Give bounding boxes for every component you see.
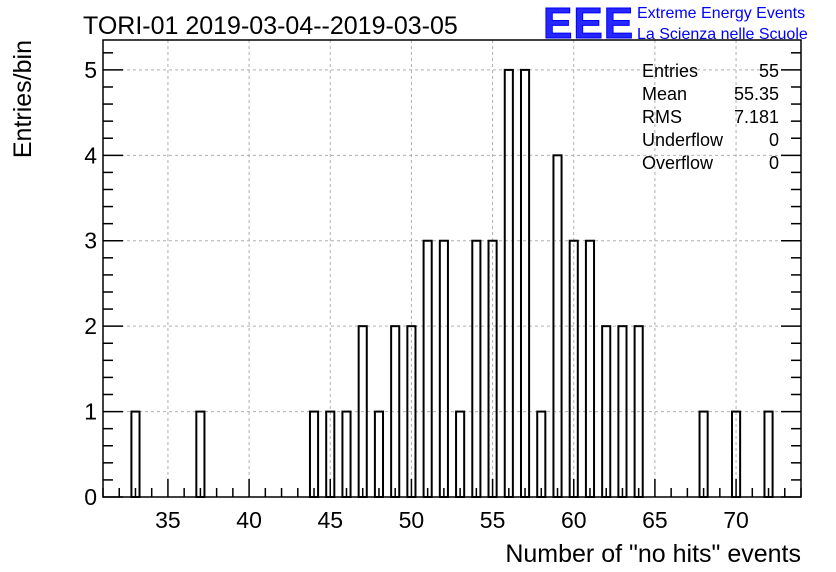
stats-label: Mean (642, 84, 687, 104)
x-tick-label: 55 (480, 507, 506, 533)
y-tick-labels: 0 1 2 3 4 5 (84, 57, 97, 510)
eee-logo-line1: Extreme Energy Events (637, 5, 805, 22)
stats-label: Underflow (642, 130, 724, 150)
x-tick-label: 35 (155, 507, 181, 533)
x-tick-label: 70 (723, 507, 749, 533)
y-tick-label: 5 (84, 57, 97, 83)
stats-value: 0 (769, 130, 779, 150)
stats-label: Overflow (642, 153, 714, 173)
x-tick-labels: 35 40 45 50 55 60 65 70 (155, 507, 749, 533)
x-axis-label: Number of "no hits" events (505, 540, 801, 568)
stats-value: 55 (759, 61, 779, 81)
x-tick-label: 60 (561, 507, 587, 533)
axis-ticks (102, 52, 802, 498)
x-tick-label: 45 (317, 507, 343, 533)
y-tick-label: 2 (84, 313, 97, 339)
stats-value: 55.35 (734, 84, 779, 104)
stats-value: 0 (769, 153, 779, 173)
x-tick-label: 50 (399, 507, 425, 533)
stats-label: Entries (642, 61, 698, 81)
y-tick-label: 0 (84, 484, 97, 510)
eee-logo: EEE Extreme Energy Events La Scienza nel… (543, 0, 808, 49)
stats-box: Entries 55 Mean 55.35 RMS 7.181 Underflow 0 Over… (642, 61, 779, 173)
y-axis-label: Entries/bin (9, 40, 37, 158)
x-tick-label: 40 (236, 507, 262, 533)
x-tick-label: 65 (642, 507, 668, 533)
stats-value: 7.181 (734, 107, 779, 127)
y-tick-label: 4 (84, 142, 97, 168)
y-tick-label: 3 (84, 228, 97, 254)
plot-frame (102, 39, 802, 498)
chart-title: TORI-01 2019-03-04--2019-03-05 (83, 12, 458, 40)
y-tick-label: 1 (84, 399, 97, 425)
eee-logo-line2: La Scienza nelle Scuole (637, 26, 808, 43)
stats-label: RMS (642, 107, 682, 127)
eee-logo-mark: EEE (543, 0, 634, 48)
grid-lines (103, 40, 801, 497)
